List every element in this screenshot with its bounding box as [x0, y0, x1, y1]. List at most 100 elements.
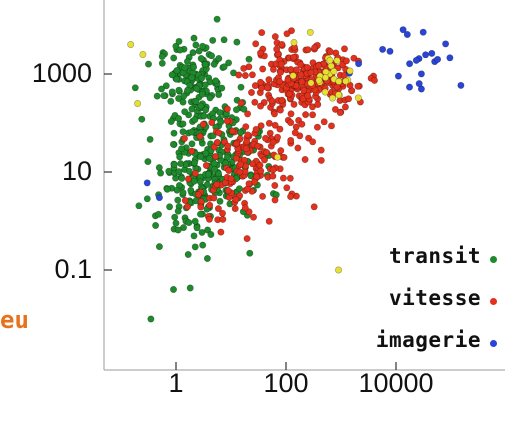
data-point-vitesse	[256, 161, 264, 169]
data-point-transit	[155, 210, 163, 218]
data-point-transit	[220, 36, 228, 44]
data-point-transit	[201, 81, 209, 89]
data-point-vitesse	[354, 82, 362, 90]
data-point-transit	[131, 84, 139, 92]
x-tick-label: 100	[263, 368, 309, 398]
data-point-transit	[169, 140, 177, 148]
data-point-transit	[160, 92, 168, 100]
data-point-vitesse	[265, 119, 273, 127]
data-point-transit	[168, 71, 176, 79]
data-point-vitesse	[224, 142, 232, 150]
data-point-imagerie	[417, 70, 425, 78]
data-point-transit	[165, 167, 173, 175]
data-point-transit	[170, 54, 178, 62]
data-point-vitesse	[276, 78, 284, 86]
data-point-imagerie	[442, 40, 450, 48]
data-point-vitesse	[331, 105, 339, 113]
data-point-vitesse	[268, 97, 276, 105]
data-point-transit	[176, 46, 184, 54]
data-point-vitesse	[197, 203, 205, 211]
data-point-vitesse	[244, 131, 252, 139]
data-point-vitesse	[225, 167, 233, 175]
data-point-vitesse	[301, 156, 309, 164]
data-point-transit	[197, 54, 205, 62]
data-point-transit	[170, 160, 178, 168]
data-point-other	[334, 266, 342, 274]
data-point-vitesse	[320, 118, 328, 126]
data-point-vitesse	[242, 145, 250, 153]
data-point-other	[354, 94, 362, 102]
data-point-vitesse	[266, 129, 274, 137]
data-point-vitesse	[285, 90, 293, 98]
data-point-transit	[197, 102, 205, 110]
data-point-vitesse	[259, 65, 267, 73]
data-point-vitesse	[287, 110, 295, 118]
data-point-vitesse	[206, 201, 214, 209]
data-point-transit	[220, 63, 228, 71]
data-point-vitesse	[307, 69, 315, 77]
data-point-vitesse	[259, 192, 267, 200]
data-point-vitesse	[184, 203, 192, 211]
data-point-transit	[190, 34, 198, 42]
data-point-imagerie	[422, 51, 430, 59]
data-point-vitesse	[252, 40, 260, 48]
data-point-other	[330, 67, 338, 75]
data-point-vitesse	[286, 174, 294, 182]
data-point-transit	[184, 86, 192, 94]
data-point-vitesse	[271, 196, 279, 204]
data-point-transit	[173, 186, 181, 194]
data-point-vitesse	[242, 123, 250, 131]
data-point-transit	[202, 149, 210, 157]
data-point-transit	[195, 47, 203, 55]
data-point-transit	[135, 202, 143, 210]
data-point-vitesse	[336, 109, 344, 117]
data-point-vitesse	[243, 235, 251, 243]
data-point-transit	[162, 82, 170, 90]
data-point-transit	[179, 189, 187, 197]
data-point-other	[346, 67, 354, 75]
data-point-transit	[198, 90, 206, 98]
data-point-transit	[233, 38, 241, 46]
data-point-vitesse	[224, 187, 232, 195]
data-point-transit	[167, 97, 175, 105]
data-point-vitesse	[315, 62, 323, 70]
data-point-vitesse	[313, 123, 321, 131]
data-point-other	[290, 38, 298, 46]
data-point-vitesse	[250, 213, 258, 221]
data-point-vitesse	[279, 174, 287, 182]
data-point-transit	[210, 60, 218, 68]
data-point-transit	[211, 166, 219, 174]
data-point-vitesse	[191, 169, 199, 177]
data-point-vitesse	[287, 119, 295, 127]
data-point-transit	[223, 153, 231, 161]
data-point-transit	[218, 84, 226, 92]
data-point-transit	[185, 167, 193, 175]
data-point-transit	[188, 74, 196, 82]
y-tick-label: 0.1	[54, 254, 92, 284]
data-point-vitesse	[214, 205, 222, 213]
data-point-imagerie	[399, 26, 407, 34]
data-point-imagerie	[428, 49, 436, 57]
data-point-vitesse	[345, 95, 353, 103]
data-point-imagerie	[386, 47, 394, 55]
data-point-transit	[191, 116, 199, 124]
data-point-transit	[146, 135, 154, 143]
data-point-vitesse	[297, 71, 305, 79]
data-point-transit	[200, 112, 208, 120]
data-point-transit	[237, 129, 245, 137]
data-point-vitesse	[287, 27, 295, 35]
data-point-vitesse	[287, 66, 295, 74]
data-point-vitesse	[205, 215, 213, 223]
data-point-transit	[216, 197, 224, 205]
data-point-vitesse	[277, 68, 285, 76]
data-point-other	[273, 153, 281, 161]
data-point-vitesse	[309, 138, 317, 146]
x-tick-label: 10000	[358, 368, 434, 398]
data-point-vitesse	[269, 138, 277, 146]
data-point-transit	[202, 106, 210, 114]
data-point-other	[335, 77, 343, 85]
data-point-vitesse	[231, 205, 239, 213]
data-point-transit	[186, 284, 194, 292]
data-point-vitesse	[317, 156, 325, 164]
data-point-vitesse	[233, 140, 241, 148]
